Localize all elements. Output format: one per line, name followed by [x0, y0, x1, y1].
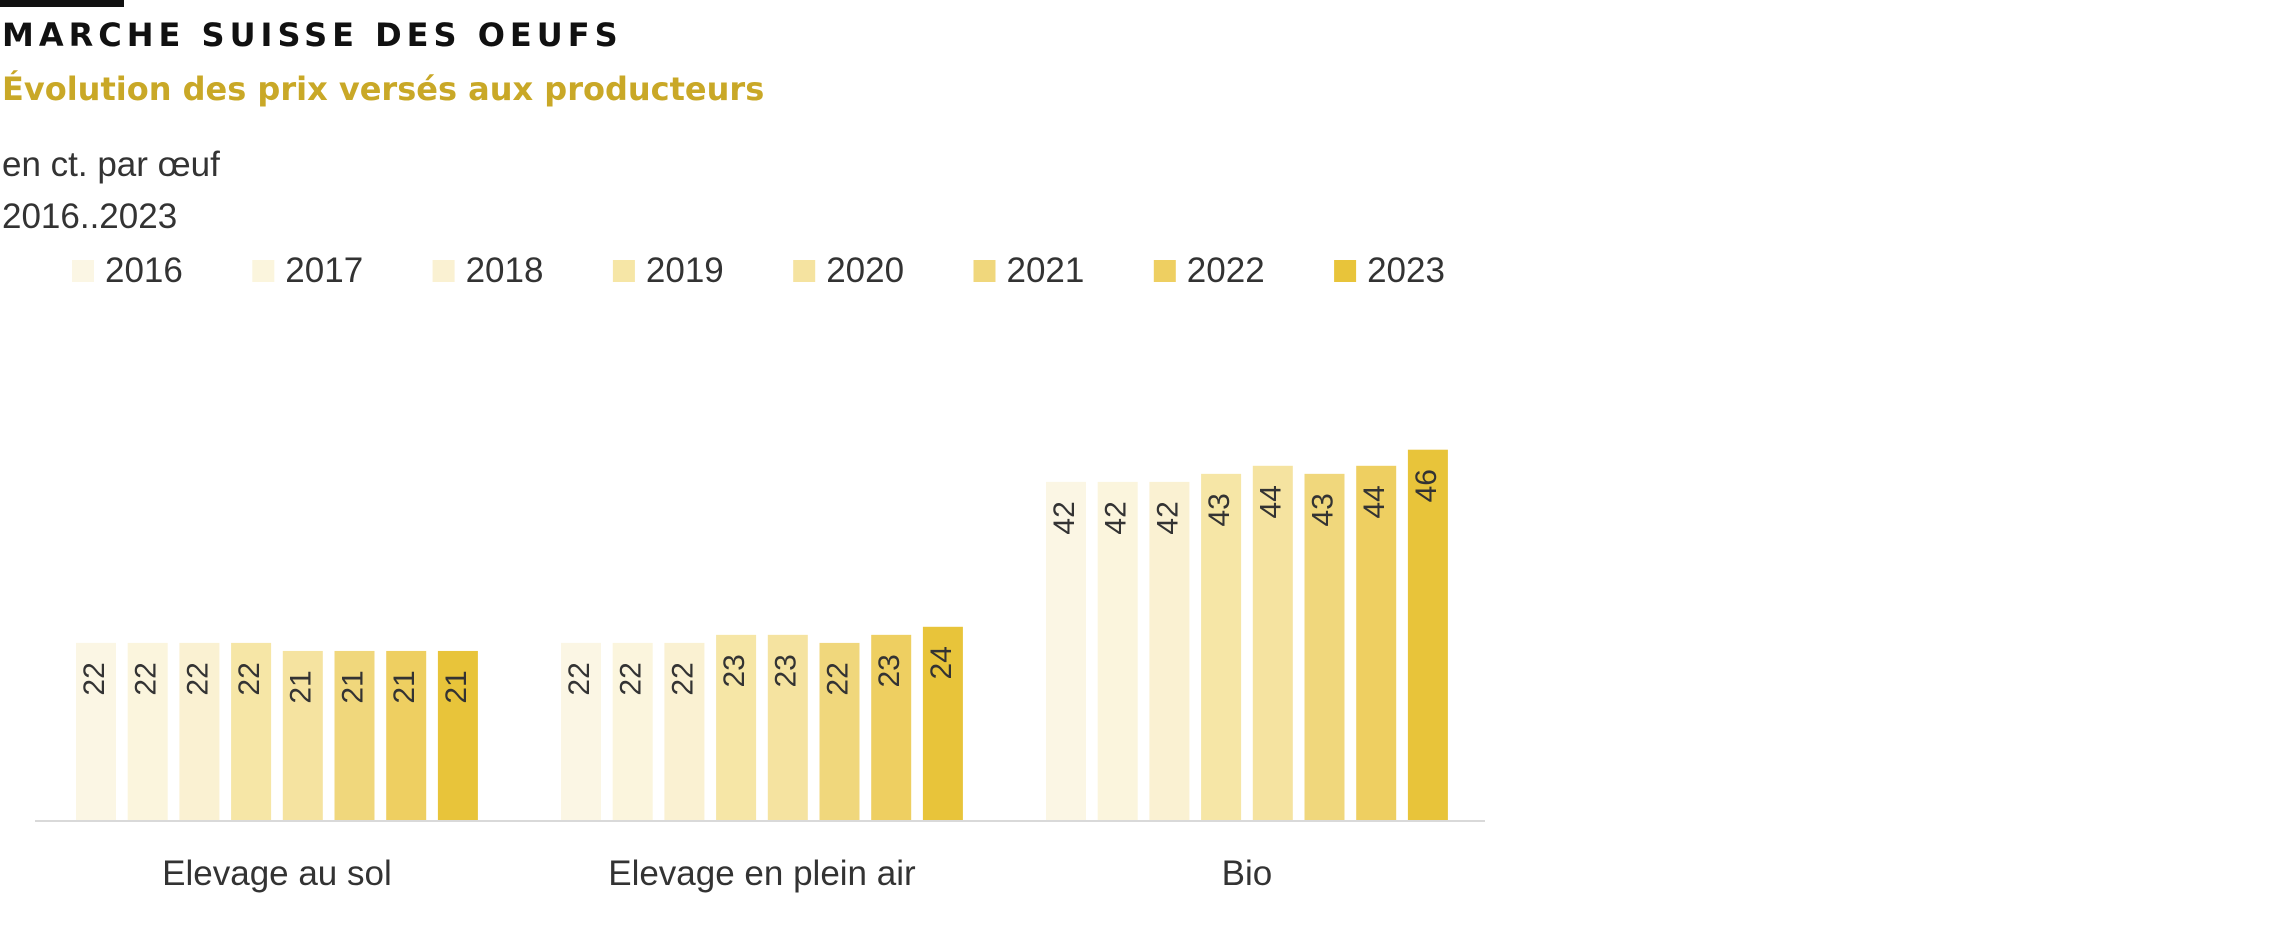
data-label-0-2023: 21 — [440, 670, 473, 703]
legend: 2016 2017 2018 2019 2020 2021 2022 2023 — [72, 251, 1445, 290]
legend-label-2017: 2017 — [285, 251, 363, 290]
x-tick-label-0: Elevage au sol — [162, 854, 392, 893]
legend-swatch-2020 — [793, 260, 816, 282]
bar-2-2023 — [1407, 449, 1448, 820]
legend-swatch-2019 — [612, 260, 635, 282]
title-accent-bar — [0, 0, 124, 7]
data-label-1-2016: 22 — [563, 662, 596, 695]
legend-label-2016: 2016 — [105, 251, 183, 290]
bar-1-2020 — [767, 634, 808, 820]
legend-swatch-2021 — [973, 260, 996, 282]
data-label-2-2019: 43 — [1203, 493, 1236, 526]
data-label-2-2017: 42 — [1100, 501, 1133, 534]
bar-1-2022 — [871, 634, 912, 820]
data-label-1-2019: 23 — [718, 654, 751, 687]
bar-2-2020 — [1252, 465, 1293, 820]
bar-0-2023 — [437, 650, 478, 820]
bar-1-2017 — [612, 642, 653, 820]
legend-label-2020: 2020 — [826, 251, 904, 290]
data-label-0-2017: 22 — [130, 662, 163, 695]
data-label-1-2023: 24 — [925, 646, 958, 679]
bar-1-2021 — [819, 642, 860, 820]
bars-group: 22 22 22 22 21 21 21 21 22 22 22 23 23 22 23 24 42 42 42 43… — [76, 449, 1448, 820]
legend-label-2019: 2019 — [646, 251, 724, 290]
data-label-2-2018: 42 — [1151, 501, 1184, 534]
data-label-2-2020: 44 — [1255, 485, 1288, 518]
data-label-0-2020: 21 — [285, 670, 318, 703]
bar-2-2021 — [1304, 473, 1345, 820]
data-label-1-2020: 23 — [770, 654, 803, 687]
bar-chart: 2016 2017 2018 2019 2020 2021 2022 2023 22 22 22 2… — [35, 251, 1485, 893]
data-label-0-2021: 21 — [336, 670, 369, 703]
unit-label: en ct. par œuf — [2, 145, 220, 184]
bar-0-2016 — [76, 642, 116, 820]
data-label-0-2018: 22 — [181, 662, 214, 695]
bar-1-2016 — [561, 642, 601, 820]
chart-title: MARCHE SUISSE DES OEUFS — [2, 16, 623, 54]
bar-1-2019 — [716, 634, 757, 820]
legend-swatch-2017 — [252, 260, 275, 282]
bar-0-2018 — [179, 642, 220, 820]
data-label-1-2017: 22 — [615, 662, 648, 695]
bar-2-2016 — [1046, 481, 1086, 820]
data-label-2-2016: 42 — [1048, 501, 1081, 534]
legend-label-2022: 2022 — [1187, 251, 1265, 290]
bar-1-2023 — [922, 626, 963, 820]
data-label-0-2016: 22 — [78, 662, 111, 695]
chart-subtitle: Évolution des prix versés aux producteur… — [2, 70, 765, 108]
bar-2-2019 — [1201, 473, 1242, 820]
x-tick-label-2: Bio — [1222, 854, 1273, 893]
legend-label-2023: 2023 — [1367, 251, 1445, 290]
x-tick-labels: Elevage au sol Elevage en plein air Bio — [162, 854, 1272, 893]
bar-2-2017 — [1097, 481, 1138, 820]
legend-label-2021: 2021 — [1007, 251, 1085, 290]
year-range-label: 2016..2023 — [2, 197, 178, 236]
data-label-0-2022: 21 — [388, 670, 421, 703]
bar-2-2022 — [1356, 465, 1397, 820]
data-label-1-2021: 22 — [821, 662, 854, 695]
data-label-2-2021: 43 — [1306, 493, 1339, 526]
legend-swatch-2016 — [72, 260, 94, 282]
data-label-1-2022: 23 — [873, 654, 906, 687]
legend-swatch-2018 — [432, 260, 455, 282]
bar-0-2020 — [282, 650, 323, 820]
data-label-1-2018: 22 — [666, 662, 699, 695]
bar-1-2018 — [664, 642, 705, 820]
x-tick-label-1: Elevage en plein air — [608, 854, 916, 893]
legend-swatch-2022 — [1153, 260, 1176, 282]
bar-0-2019 — [231, 642, 272, 820]
legend-swatch-2023 — [1334, 260, 1357, 282]
data-label-0-2019: 22 — [233, 662, 266, 695]
bar-2-2018 — [1149, 481, 1190, 820]
data-label-2-2023: 46 — [1410, 469, 1443, 502]
legend-label-2018: 2018 — [466, 251, 544, 290]
data-label-2-2022: 44 — [1358, 485, 1391, 518]
bar-0-2021 — [334, 650, 375, 820]
bar-0-2022 — [386, 650, 427, 820]
bar-0-2017 — [127, 642, 168, 820]
